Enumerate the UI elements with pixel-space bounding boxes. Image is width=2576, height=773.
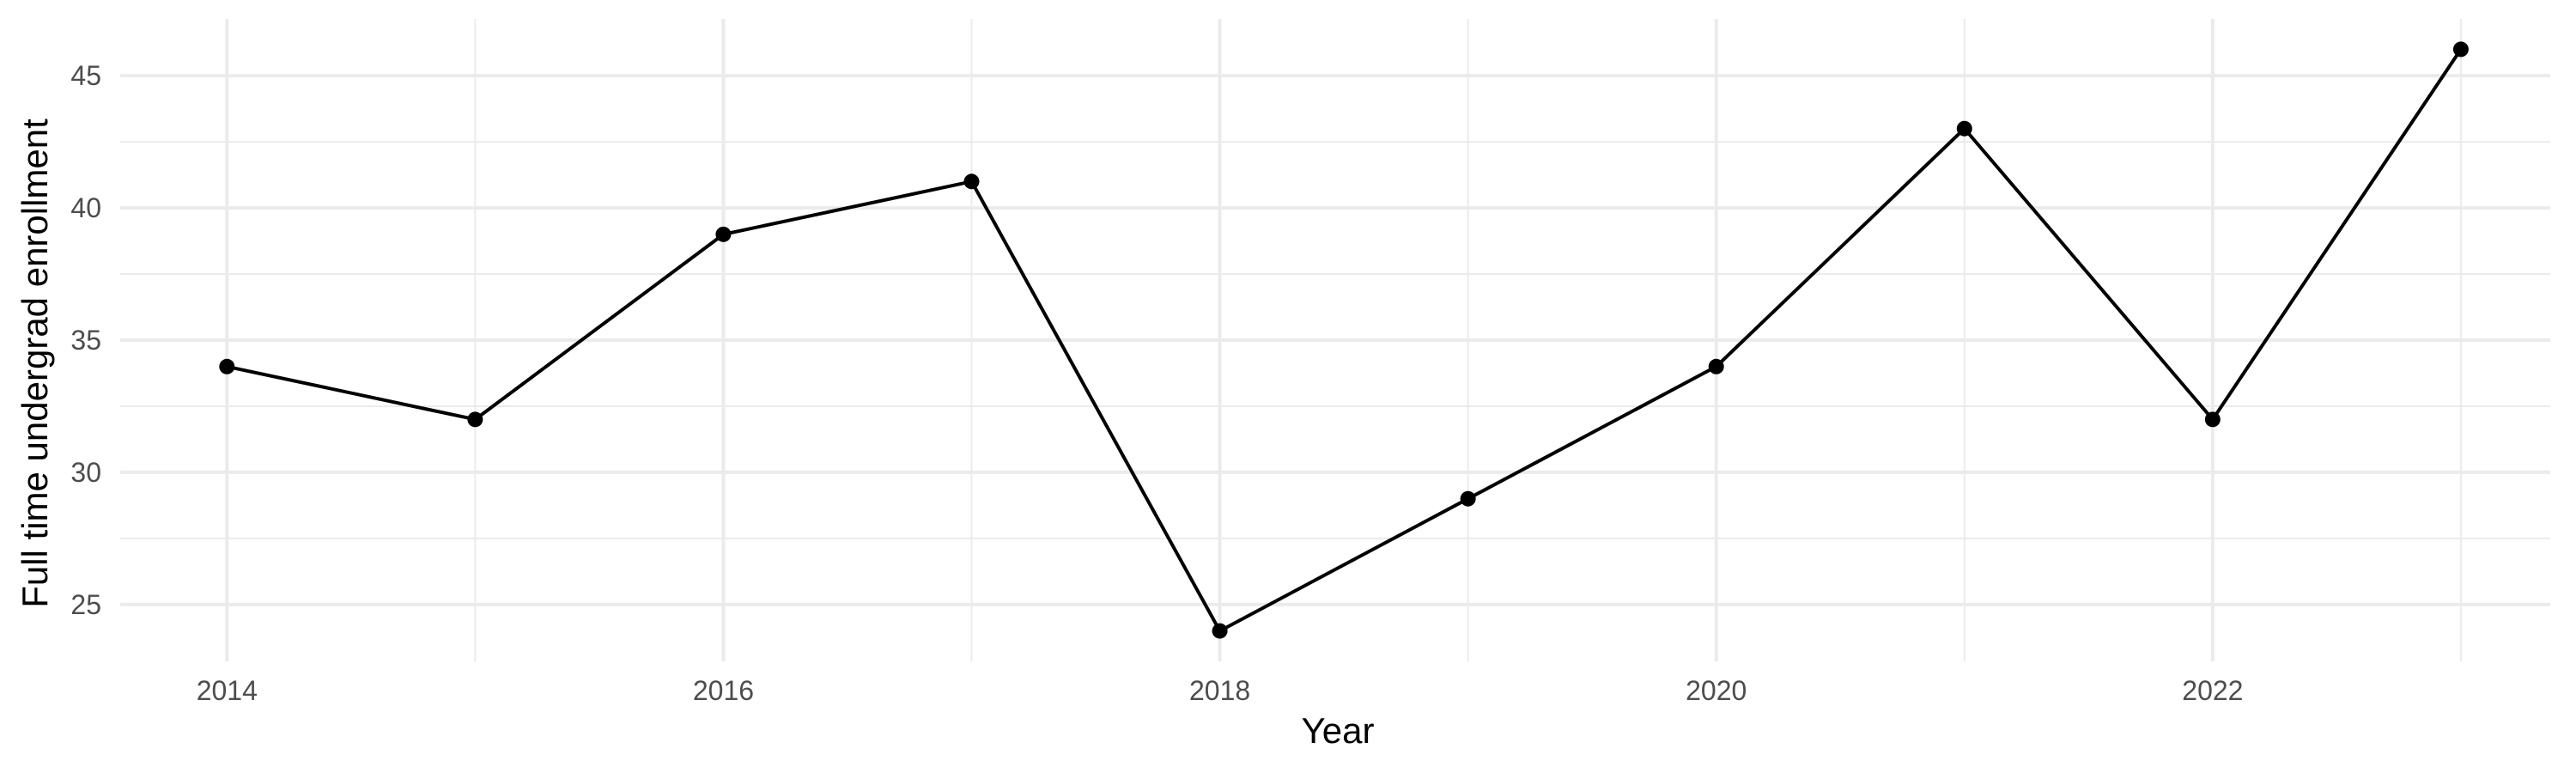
- y-tick-label: 30: [70, 457, 101, 488]
- data-point: [1956, 120, 1972, 137]
- points-layer: [219, 41, 2469, 639]
- x-tick-label: 2018: [1189, 675, 1250, 706]
- data-point: [2452, 41, 2469, 58]
- data-point: [1460, 490, 1476, 507]
- x-tick-label: 2016: [693, 675, 754, 706]
- x-tick-labels: 2014 2016 2018 2020 2022: [197, 675, 2244, 706]
- data-point: [963, 173, 980, 190]
- y-tick-labels: 25 30 35 40 45: [70, 60, 101, 620]
- y-tick-label: 40: [70, 192, 101, 223]
- data-point: [1212, 623, 1228, 639]
- series-layer: [226, 48, 2463, 633]
- data-point: [715, 226, 732, 242]
- data-point: [1708, 358, 1724, 374]
- data-point: [219, 358, 235, 374]
- grid: [120, 19, 2550, 661]
- x-tick-label: 2022: [2182, 675, 2243, 706]
- x-axis-title: Year: [1302, 710, 1375, 751]
- y-axis-title: Full time undergrad enrollment: [15, 119, 55, 608]
- data-point: [467, 411, 483, 428]
- series-line: [226, 48, 2463, 633]
- x-tick-label: 2020: [1686, 675, 1747, 706]
- y-tick-label: 25: [70, 589, 101, 620]
- x-tick-label: 2014: [197, 675, 258, 706]
- y-tick-label: 45: [70, 60, 101, 91]
- data-point: [2204, 411, 2221, 428]
- y-tick-label: 35: [70, 325, 101, 356]
